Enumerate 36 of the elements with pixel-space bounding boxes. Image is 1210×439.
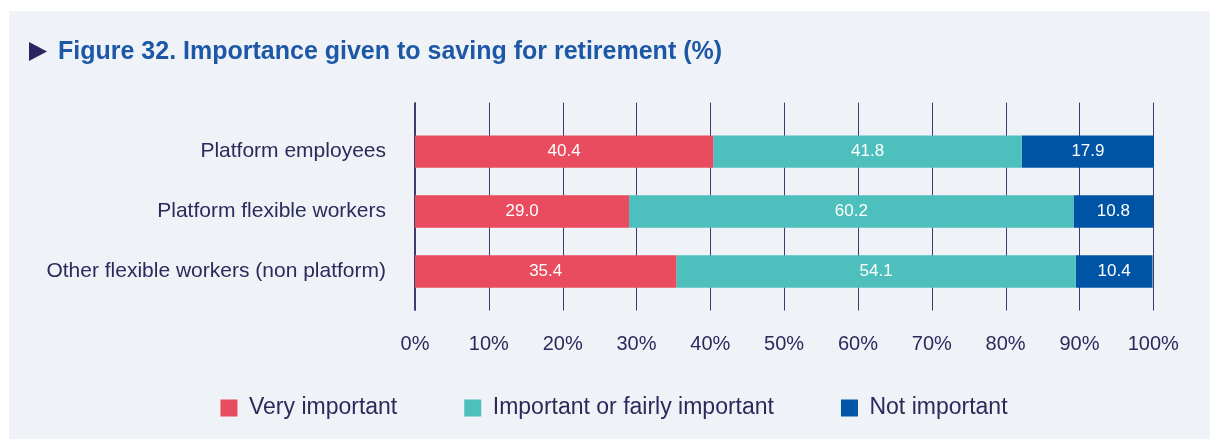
bar [1075, 255, 1153, 288]
bar [1073, 195, 1154, 228]
x-tick-label: 90% [1059, 332, 1100, 355]
data-label: 40.4 [547, 141, 581, 161]
x-tick-label: 30% [616, 332, 657, 355]
bar [415, 135, 714, 168]
data-label: 10.4 [1097, 261, 1131, 281]
x-tick-label: 80% [985, 332, 1026, 355]
bar [629, 195, 1074, 228]
y-tick-label: Platform flexible workers [157, 198, 386, 222]
data-label: 29.0 [505, 201, 539, 221]
bar [415, 195, 630, 228]
data-label: 10.8 [1096, 201, 1130, 221]
chart-title: Figure 32. Importance given to saving for retirement (%) [58, 35, 723, 65]
data-label: 41.8 [851, 141, 885, 161]
x-tick-label: 20% [542, 332, 583, 355]
data-label: 54.1 [859, 261, 893, 281]
data-label: 17.9 [1071, 141, 1105, 161]
legend-label: Very important [248, 393, 398, 420]
x-tick-label: 40% [690, 332, 731, 355]
x-tick-label: 70% [911, 332, 953, 355]
bar [1021, 135, 1154, 168]
x-tick-label: 60% [837, 332, 879, 355]
bar [713, 135, 1022, 168]
legend-label: Important or fairly important [492, 393, 775, 420]
y-tick-label: Other flexible workers (non platform) [46, 258, 386, 282]
x-tick-label: 50% [764, 332, 805, 355]
data-label: 60.2 [834, 201, 868, 221]
data-label: 35.4 [529, 261, 563, 281]
x-tick-label: 10% [468, 332, 510, 355]
bar [676, 255, 1076, 288]
bar [415, 255, 677, 288]
x-tick-label: 0% [400, 332, 430, 355]
legend-label: Not important [869, 393, 1009, 420]
y-tick-label: Platform employees [200, 138, 386, 162]
x-tick-label: 100% [1127, 332, 1180, 355]
